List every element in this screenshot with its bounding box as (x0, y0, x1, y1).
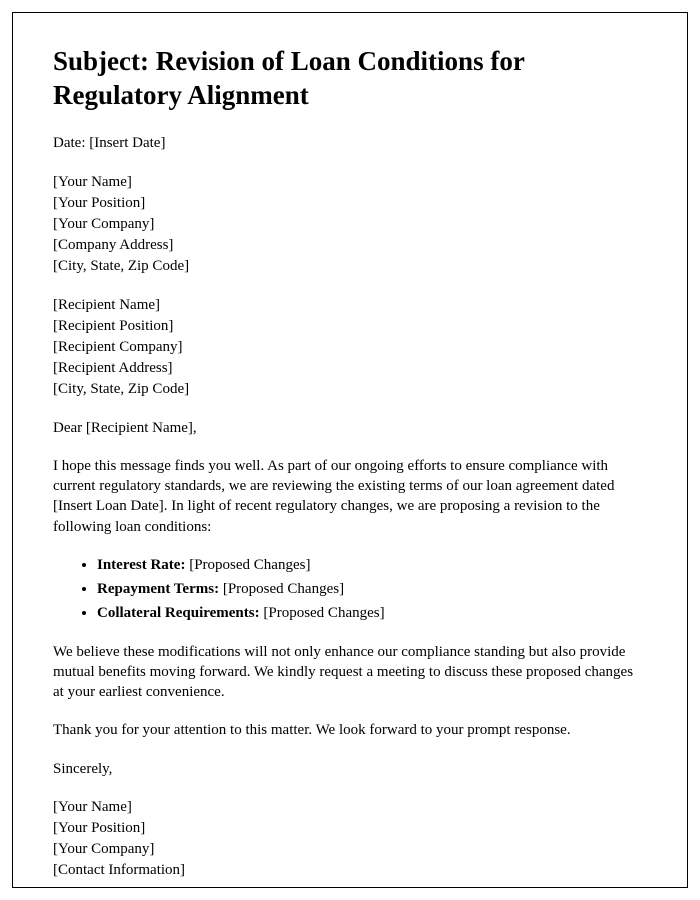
recipient-address: [Recipient Address] (53, 358, 647, 379)
condition-item: Collateral Requirements: [Proposed Chang… (97, 603, 647, 623)
sender-address: [Company Address] (53, 235, 647, 256)
date-value: [Insert Date] (89, 135, 165, 151)
body-paragraph-2: We believe these modifications will not … (53, 642, 647, 703)
date-label: Date: (53, 135, 89, 151)
sender-company: [Your Company] (53, 214, 647, 235)
condition-label: Repayment Terms: (97, 581, 219, 597)
date-line: Date: [Insert Date] (53, 133, 647, 154)
salutation: Dear [Recipient Name], (53, 418, 647, 438)
condition-item: Interest Rate: [Proposed Changes] (97, 555, 647, 575)
conditions-list: Interest Rate: [Proposed Changes] Repaym… (97, 555, 647, 624)
condition-value: [Proposed Changes] (185, 557, 310, 573)
condition-value: [Proposed Changes] (219, 581, 344, 597)
condition-label: Collateral Requirements: (97, 605, 260, 621)
signature-company: [Your Company] (53, 839, 647, 860)
recipient-position: [Recipient Position] (53, 316, 647, 337)
closing: Sincerely, (53, 759, 647, 779)
body-paragraph-3: Thank you for your attention to this mat… (53, 720, 647, 740)
signature-block: [Your Name] [Your Position] [Your Compan… (53, 797, 647, 881)
recipient-name: [Recipient Name] (53, 295, 647, 316)
subject-heading: Subject: Revision of Loan Conditions for… (53, 45, 647, 113)
sender-name: [Your Name] (53, 172, 647, 193)
signature-position: [Your Position] (53, 818, 647, 839)
recipient-company: [Recipient Company] (53, 337, 647, 358)
signature-name: [Your Name] (53, 797, 647, 818)
subject-prefix: Subject: (53, 46, 156, 76)
signature-contact: [Contact Information] (53, 860, 647, 881)
condition-item: Repayment Terms: [Proposed Changes] (97, 579, 647, 599)
letter-page: Subject: Revision of Loan Conditions for… (12, 12, 688, 888)
sender-position: [Your Position] (53, 193, 647, 214)
sender-block: [Your Name] [Your Position] [Your Compan… (53, 172, 647, 277)
condition-value: [Proposed Changes] (260, 605, 385, 621)
intro-paragraph: I hope this message finds you well. As p… (53, 456, 647, 537)
date-block: Date: [Insert Date] (53, 133, 647, 154)
recipient-block: [Recipient Name] [Recipient Position] [R… (53, 295, 647, 400)
recipient-city-state-zip: [City, State, Zip Code] (53, 379, 647, 400)
condition-label: Interest Rate: (97, 557, 185, 573)
sender-city-state-zip: [City, State, Zip Code] (53, 256, 647, 277)
